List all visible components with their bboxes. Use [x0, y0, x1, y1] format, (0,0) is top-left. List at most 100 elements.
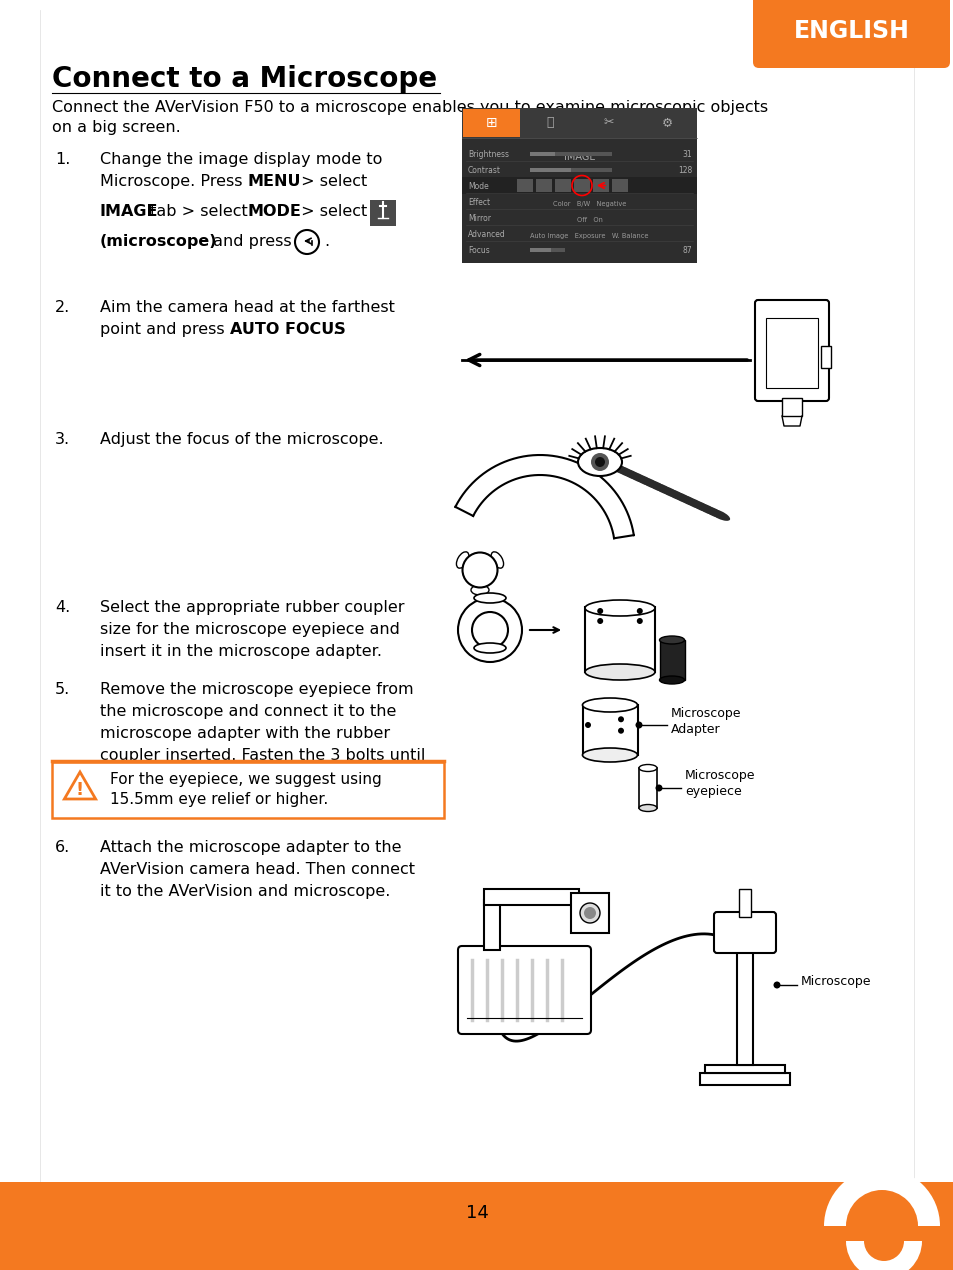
Ellipse shape [582, 698, 637, 712]
Circle shape [583, 907, 596, 919]
Ellipse shape [653, 483, 673, 495]
Ellipse shape [659, 676, 684, 685]
Ellipse shape [665, 489, 685, 500]
Bar [461, 108, 697, 263]
Text: IMAGE: IMAGE [563, 152, 595, 163]
Circle shape [618, 728, 623, 734]
Text: Mode: Mode [468, 182, 488, 190]
Text: Aim the camera head at the farthest: Aim the camera head at the farthest [100, 300, 395, 315]
Ellipse shape [471, 585, 489, 596]
Circle shape [597, 608, 602, 613]
Text: ENGLISH: ENGLISH [793, 19, 908, 43]
Ellipse shape [474, 593, 505, 603]
Bar [530, 168, 571, 171]
Text: ✂: ✂ [603, 117, 614, 130]
Text: MODE: MODE [248, 204, 301, 218]
Text: Remove the microscope eyepiece from: Remove the microscope eyepiece from [100, 682, 414, 697]
Text: .: . [332, 323, 336, 337]
Ellipse shape [627, 471, 647, 483]
Ellipse shape [678, 495, 698, 507]
Ellipse shape [639, 804, 657, 812]
Bar [593, 179, 608, 192]
FancyBboxPatch shape [713, 912, 775, 952]
Circle shape [637, 618, 642, 624]
Bar [530, 248, 564, 251]
Text: 128: 128 [677, 166, 691, 175]
Bar [571, 893, 608, 933]
Ellipse shape [462, 552, 497, 588]
Text: Microscope. Press: Microscope. Press [100, 174, 248, 189]
Wedge shape [845, 1241, 921, 1270]
Bar [0, 1182, 953, 1270]
Text: 2.: 2. [55, 300, 71, 315]
Ellipse shape [602, 460, 622, 471]
Ellipse shape [646, 480, 666, 491]
Text: Attach the microscope adapter to the: Attach the microscope adapter to the [100, 839, 401, 855]
Text: 6.: 6. [55, 839, 71, 855]
Ellipse shape [608, 462, 628, 475]
Text: coupler inserted. Fasten the 3 bolts until: coupler inserted. Fasten the 3 bolts unt… [100, 748, 425, 763]
Text: and press: and press [208, 234, 292, 249]
Bar [737, 945, 752, 1066]
Bar [704, 1066, 784, 1073]
Bar [612, 179, 627, 192]
Circle shape [635, 721, 641, 729]
FancyBboxPatch shape [754, 300, 828, 401]
Bar [530, 152, 555, 156]
Text: 👤: 👤 [546, 117, 554, 130]
Text: Brightness: Brightness [468, 150, 509, 159]
Text: IMAGE: IMAGE [100, 204, 158, 218]
Text: 4.: 4. [55, 599, 71, 615]
Ellipse shape [684, 498, 704, 509]
Bar [461, 177, 697, 194]
Text: Microscope: Microscope [801, 974, 871, 988]
Text: Effect: Effect [468, 198, 490, 207]
Ellipse shape [709, 509, 729, 521]
Bar [555, 179, 571, 192]
Polygon shape [64, 772, 95, 799]
Text: Microscope
Adapter: Microscope Adapter [670, 706, 740, 735]
Circle shape [595, 457, 604, 467]
Bar [370, 199, 395, 226]
Bar [582, 705, 638, 754]
Bar [52, 762, 443, 818]
Ellipse shape [702, 507, 723, 518]
Text: Change the image display mode to: Change the image display mode to [100, 152, 382, 166]
Ellipse shape [639, 478, 660, 489]
Text: AVerVision camera head. Then connect: AVerVision camera head. Then connect [100, 862, 415, 878]
Text: Off   On: Off On [576, 217, 601, 224]
Text: the microscope and connect it to the: the microscope and connect it to the [100, 704, 395, 719]
Circle shape [773, 982, 780, 988]
Text: 31: 31 [681, 150, 691, 159]
Text: ⊞: ⊞ [485, 116, 497, 130]
Bar [530, 152, 612, 156]
Text: 15.5mm eye relief or higher.: 15.5mm eye relief or higher. [110, 792, 328, 806]
Text: it to the AVerVision and microscope.: it to the AVerVision and microscope. [100, 884, 390, 899]
Circle shape [579, 903, 599, 923]
Text: > select: > select [295, 174, 367, 189]
Text: Connect to a Microscope: Connect to a Microscope [52, 65, 436, 93]
Bar [639, 768, 657, 808]
Text: 87: 87 [681, 246, 691, 255]
Text: AUTO FOCUS: AUTO FOCUS [230, 323, 345, 337]
Text: Auto Image   Exposure   W. Balance: Auto Image Exposure W. Balance [530, 232, 648, 239]
Circle shape [597, 618, 602, 624]
Text: 5.: 5. [55, 682, 71, 697]
Bar [530, 248, 551, 251]
FancyBboxPatch shape [457, 946, 590, 1034]
Text: on a big screen.: on a big screen. [52, 119, 180, 135]
Text: Color   B/W   Negative: Color B/W Negative [552, 201, 625, 207]
Ellipse shape [491, 551, 503, 568]
Text: 1.: 1. [55, 152, 71, 166]
Text: microscope adapter with the rubber: microscope adapter with the rubber [100, 726, 390, 740]
Ellipse shape [582, 748, 637, 762]
Bar [659, 640, 684, 679]
Circle shape [655, 785, 661, 791]
Circle shape [618, 716, 623, 723]
Text: Advanced: Advanced [468, 230, 505, 239]
Bar [821, 345, 830, 368]
Ellipse shape [659, 636, 684, 644]
Circle shape [590, 453, 608, 471]
Bar [574, 179, 589, 192]
Bar [483, 900, 499, 950]
